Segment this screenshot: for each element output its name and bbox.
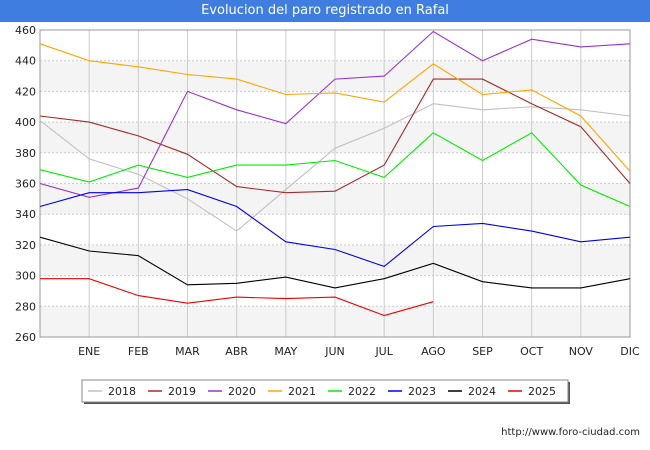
series-line-2021 xyxy=(39,43,631,172)
series-line-2023 xyxy=(39,189,631,268)
y-tick-label: 260 xyxy=(15,331,36,344)
x-tick-label: FEB xyxy=(128,345,149,358)
x-tick-label: ENE xyxy=(78,345,100,358)
legend-label-2022: 2022 xyxy=(348,385,376,398)
series-line-2020 xyxy=(39,30,631,198)
y-tick-label: 320 xyxy=(15,239,36,252)
x-tick-label: SEP xyxy=(472,345,493,358)
series-line-2024 xyxy=(39,236,631,289)
x-tick-label: OCT xyxy=(520,345,543,358)
legend-label-2024: 2024 xyxy=(468,385,496,398)
y-tick-label: 400 xyxy=(15,116,36,129)
legend-label-2023: 2023 xyxy=(408,385,436,398)
x-tick-label: AGO xyxy=(421,345,446,358)
series-line-2019 xyxy=(39,78,631,194)
legend-label-2019: 2019 xyxy=(168,385,196,398)
footer-url: http://www.foro-ciudad.com xyxy=(501,427,640,438)
series-line-2022 xyxy=(39,132,631,208)
x-tick-label: JUN xyxy=(324,345,345,358)
x-tick-label: MAR xyxy=(175,345,200,358)
series-line-2025 xyxy=(40,278,434,317)
x-tick-label: MAY xyxy=(274,345,297,358)
legend: 2018 2019 2020 2021 2022 2023 2024 2025 xyxy=(81,379,570,404)
chart-title: Evolucion del paro registrado en Rafal xyxy=(0,0,650,22)
x-tick-label: NOV xyxy=(569,345,594,358)
legend-label-2020: 2020 xyxy=(228,385,256,398)
legend-label-2018: 2018 xyxy=(108,385,136,398)
y-tick-label: 460 xyxy=(15,24,36,37)
y-tick-label: 420 xyxy=(15,85,36,98)
legend-label-2025: 2025 xyxy=(528,385,556,398)
y-tick-label: 280 xyxy=(15,300,36,313)
y-tick-label: 300 xyxy=(15,270,36,283)
x-tick-label: JUL xyxy=(374,345,393,358)
series-line-2018 xyxy=(39,103,631,232)
series-lines xyxy=(39,30,631,317)
legend-label-2021: 2021 xyxy=(288,385,316,398)
legend-box xyxy=(81,379,569,403)
x-tick-label: DIC xyxy=(620,345,640,358)
y-tick-label: 440 xyxy=(15,55,36,68)
y-tick-label: 360 xyxy=(15,178,36,191)
y-tick-label: 380 xyxy=(15,147,36,160)
x-tick-label: ABR xyxy=(225,345,248,358)
y-tick-label: 340 xyxy=(15,208,36,221)
